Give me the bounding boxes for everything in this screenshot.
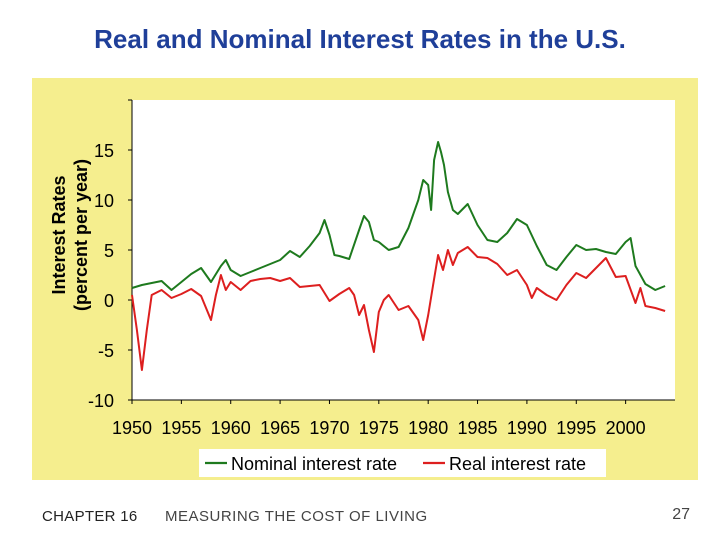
x-tick-label: 1955 bbox=[161, 418, 201, 438]
y-tick-label: 5 bbox=[104, 241, 114, 261]
footer-chapter-title: MEASURING THE COST OF LIVING bbox=[165, 508, 428, 525]
x-tick-label: 1965 bbox=[260, 418, 300, 438]
y-tick-label: 0 bbox=[104, 291, 114, 311]
legend-nominal-label: Nominal interest rate bbox=[231, 454, 397, 474]
x-tick-label: 1970 bbox=[309, 418, 349, 438]
y-tick-label: 15 bbox=[94, 141, 114, 161]
chart-lines bbox=[131, 141, 666, 371]
page-number: 27 bbox=[672, 506, 690, 523]
chart-ticks: -10 -5 0 5 10 15 1950 1955 1960 1965 1970 1975 1980 1… bbox=[88, 99, 646, 438]
legend-real-label: Real interest rate bbox=[449, 454, 586, 474]
x-tick-label: 1950 bbox=[112, 418, 152, 438]
real-rate-line bbox=[131, 246, 666, 371]
x-tick-label: 1995 bbox=[556, 418, 596, 438]
x-tick-label: 1990 bbox=[507, 418, 547, 438]
x-tick-label: 1985 bbox=[458, 418, 498, 438]
y-tick-label: -5 bbox=[98, 341, 114, 361]
nominal-rate-line bbox=[131, 141, 666, 291]
x-tick-label: 2000 bbox=[606, 418, 646, 438]
y-tick-label: 10 bbox=[94, 191, 114, 211]
legend-box bbox=[199, 449, 606, 477]
x-tick-label: 1960 bbox=[211, 418, 251, 438]
slide-title: Real and Nominal Interest Rates in the U… bbox=[94, 24, 626, 54]
footer-chapter: CHAPTER 16 bbox=[42, 508, 138, 525]
y-tick-label: -10 bbox=[88, 391, 114, 411]
x-tick-label: 1975 bbox=[359, 418, 399, 438]
chart-legend: Nominal interest rate Real interest rate bbox=[199, 449, 606, 477]
x-tick-label: 1980 bbox=[408, 418, 448, 438]
